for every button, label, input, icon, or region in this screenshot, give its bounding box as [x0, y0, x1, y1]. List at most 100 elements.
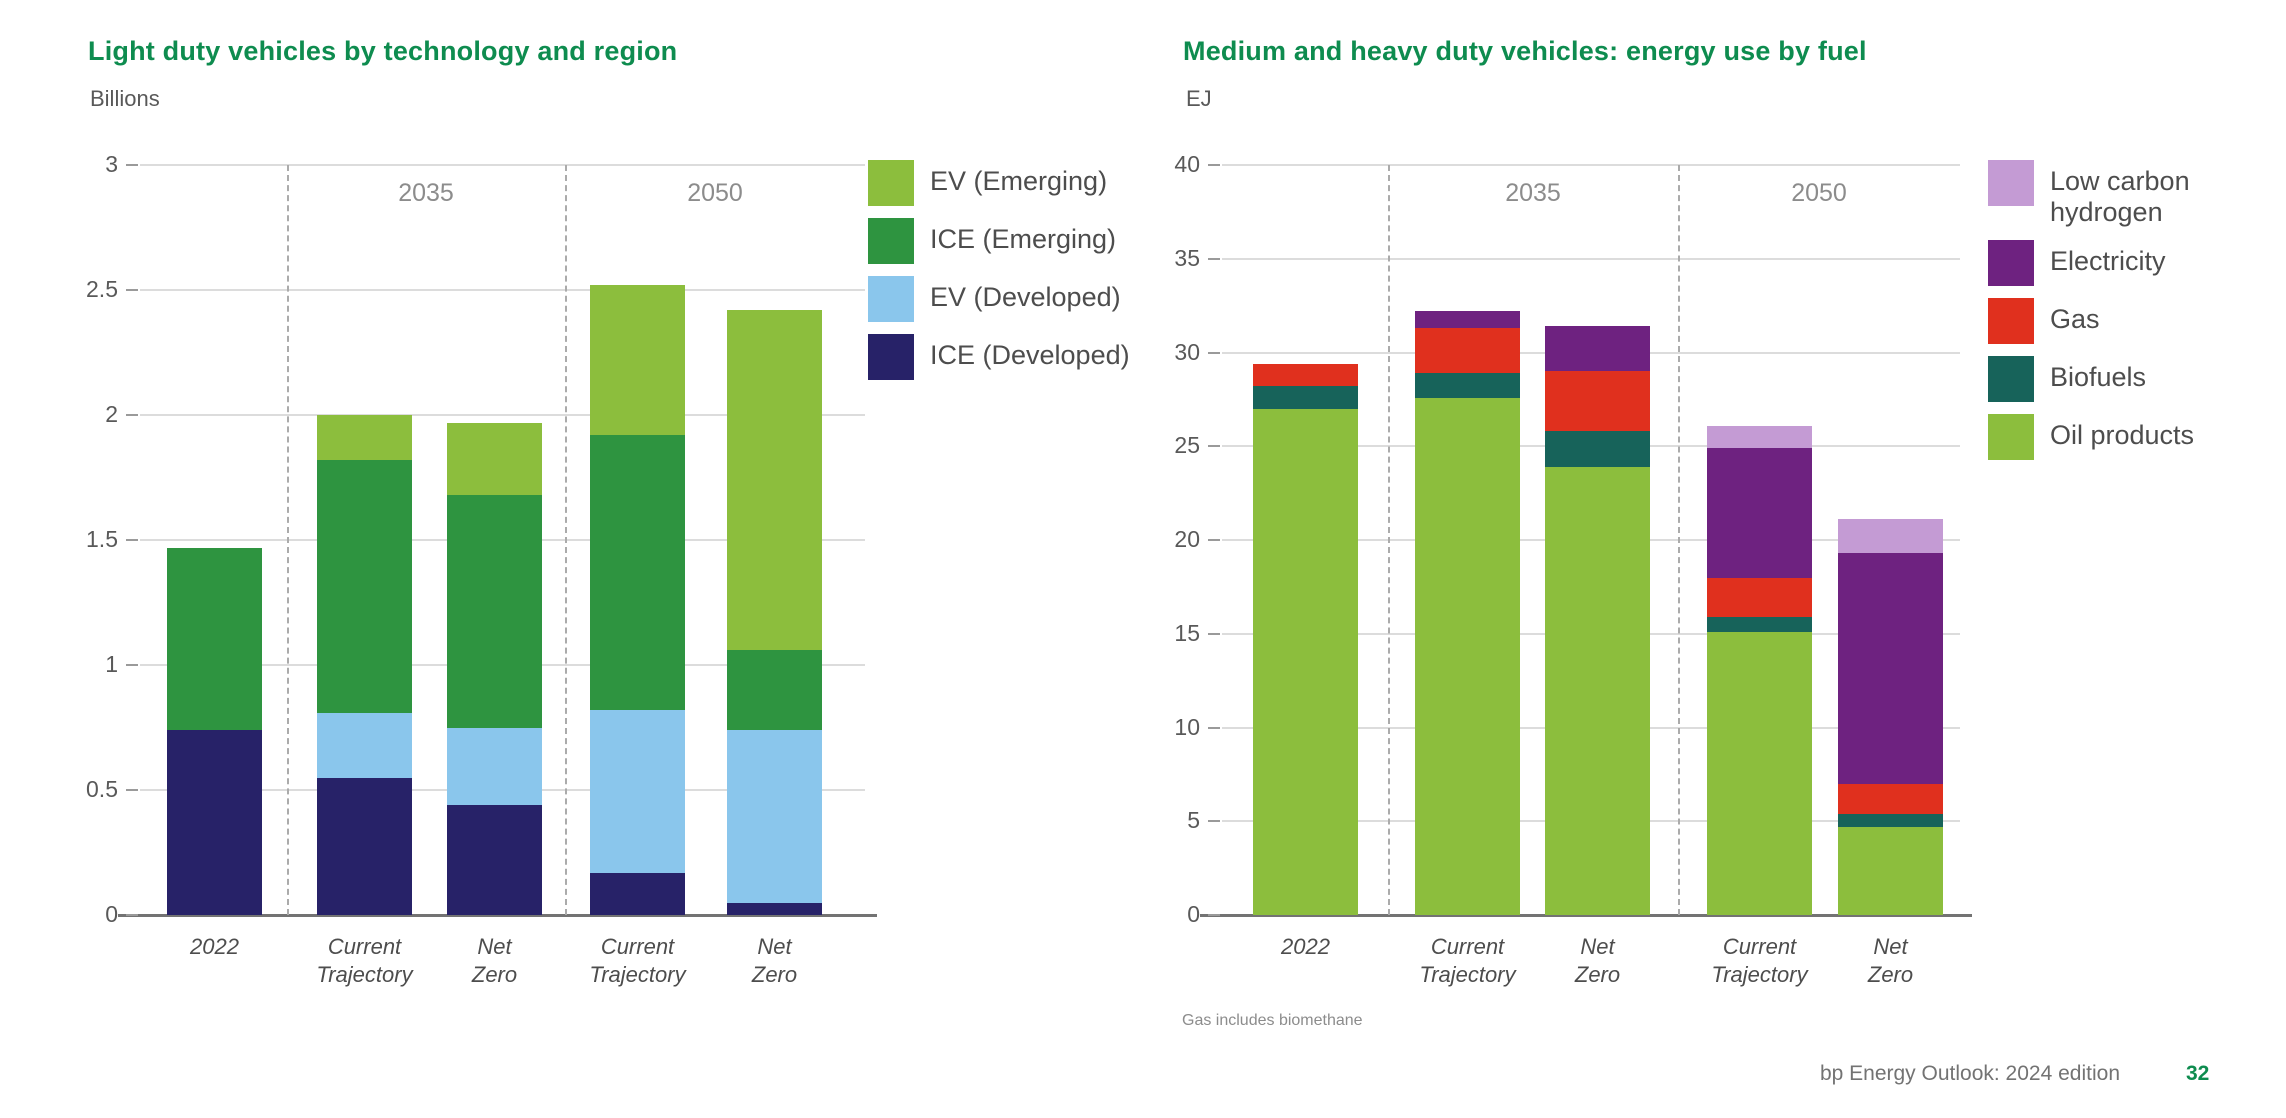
bar-segment [167, 730, 262, 915]
bar-segment [447, 727, 542, 805]
bar-segment [590, 710, 685, 873]
y-tick-label: 20 [1174, 526, 1200, 552]
legend-swatch [1988, 160, 2034, 206]
x-tick-label: 2022 [190, 934, 239, 959]
group-year-label: 2050 [687, 179, 743, 207]
legend-item: ICE (Emerging) [868, 218, 1130, 264]
y-tick-label: 5 [1187, 807, 1200, 834]
y-axis-tick [1208, 445, 1220, 448]
group-separator [1388, 165, 1390, 915]
legend-swatch [1988, 356, 2034, 403]
legend-label: Oil products [2050, 420, 2195, 451]
y-axis-tick [126, 164, 138, 166]
bar-segment [1545, 466, 1650, 915]
y-axis-tick [1208, 257, 1220, 260]
bar-segment [1707, 577, 1812, 617]
x-tick-label: 2022 [1281, 934, 1330, 959]
legend-swatch [868, 160, 914, 206]
y-axis-tick [1208, 726, 1220, 729]
group-separator [287, 165, 289, 915]
legend-label: EV (Developed) [930, 282, 1121, 312]
bar-segment [1415, 311, 1520, 329]
bar-segment [1253, 386, 1358, 409]
y-axis-tick [126, 664, 138, 666]
footnote: Gas includes biomethane [1182, 1012, 1363, 1029]
legend-swatch [868, 276, 914, 322]
bar-segment [590, 285, 685, 435]
group-separator [1678, 165, 1680, 915]
bar-segment [1545, 431, 1650, 467]
legend-label: ICE (Developed) [930, 340, 1130, 370]
y-axis-tick [126, 289, 138, 291]
y-axis-tick [1208, 539, 1220, 541]
x-tick-label: Current Trajectory [589, 934, 686, 987]
legend-label: EV (Emerging) [930, 166, 1108, 196]
bar-segment [447, 805, 542, 915]
legend-item: ICE (Developed) [868, 334, 1130, 380]
y-tick-label: 0.5 [86, 776, 118, 802]
y-tick-label: 1.5 [86, 526, 118, 552]
y-tick-label: 15 [1174, 619, 1200, 646]
page-number: 32 [2186, 1062, 2210, 1085]
y-tick-label: 1 [105, 651, 118, 677]
legend-item: Low carbon hydrogen [1988, 160, 2230, 228]
bar-segment [317, 777, 412, 915]
bar-segment [1545, 371, 1650, 432]
bar-segment [1415, 328, 1520, 374]
bar-segment [1707, 425, 1812, 449]
y-gridline [1222, 257, 1960, 260]
legend-label: Low carbon hydrogen [2050, 166, 2190, 228]
legend-item: EV (Emerging) [868, 160, 1130, 206]
legend-swatch [868, 218, 914, 264]
x-tick-label: Net Zero [1574, 934, 1621, 987]
legend-item: EV (Developed) [868, 276, 1130, 322]
bar-segment [1838, 826, 1943, 915]
legend-item: Gas [1988, 298, 2230, 345]
legend-label: ICE (Emerging) [930, 224, 1117, 254]
bar-segment [727, 650, 822, 730]
left-chart-legend: EV (Emerging) ICE (Emerging) EV (Developed… [868, 160, 1130, 392]
y-tick-label: 2.5 [86, 276, 118, 302]
group-separator [565, 165, 567, 915]
y-tick-label: 2 [105, 401, 118, 427]
right-chart-title: Medium and heavy duty vehicles: energy u… [1183, 36, 1867, 67]
legend-swatch [1988, 298, 2034, 345]
bar-segment [727, 902, 822, 915]
legend-item: Electricity [1988, 240, 2230, 287]
bar-segment [1415, 397, 1520, 915]
legend-swatch [868, 334, 914, 380]
y-tick-label: 40 [1174, 151, 1200, 177]
y-tick-label: 0 [105, 901, 118, 927]
x-tick-label: Net Zero [1867, 934, 1914, 987]
bar-segment [1707, 631, 1812, 915]
left-chart-plot: 0 0.5 1 1.5 2 2.5 3 2035 2050 2022 Current Traject… [86, 153, 877, 987]
y-axis-tick [1208, 820, 1220, 823]
bar-segment [1545, 326, 1650, 372]
y-axis-tick [1208, 632, 1220, 635]
bar-segment [447, 422, 542, 495]
left-chart-title: Light duty vehicles by technology and re… [88, 36, 678, 67]
bar-segment [1838, 519, 1943, 554]
right-chart-plot: 0 5 10 15 20 25 30 35 40 2035 2050 2022 Current Traj… [1174, 153, 1972, 987]
y-axis-tick [1208, 351, 1220, 354]
legend-item: Biofuels [1988, 356, 2230, 403]
y-axis-tick [1208, 914, 1220, 916]
footer-source: bp Energy Outlook: 2024 edition [1819, 1062, 2120, 1085]
bar-segment [727, 730, 822, 903]
y-gridline [140, 164, 865, 166]
x-tick-label: Net Zero [751, 934, 798, 987]
y-axis-tick [1208, 164, 1220, 166]
y-gridline [1222, 164, 1960, 166]
bar-segment [1838, 783, 1943, 814]
y-tick-label: 10 [1174, 713, 1200, 740]
y-tick-label: 0 [1187, 901, 1200, 927]
group-year-label: 2035 [398, 179, 454, 207]
x-tick-label: Net Zero [471, 934, 518, 987]
left-chart-unit-label: Billions [90, 86, 160, 111]
right-chart-legend: Low carbon hydrogen Electricity Gas Biofuel… [1988, 160, 2230, 472]
bar-segment [317, 712, 412, 778]
x-tick-label: Current Trajectory [316, 934, 413, 987]
legend-label: Gas [2050, 304, 2100, 335]
bar-segment [1415, 373, 1520, 398]
